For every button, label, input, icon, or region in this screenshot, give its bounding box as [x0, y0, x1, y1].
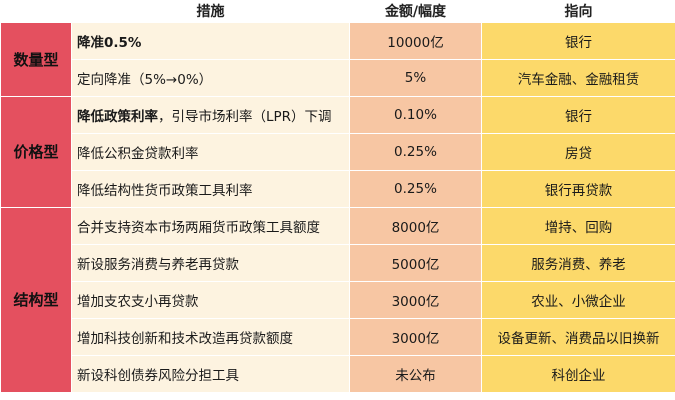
measure-cell: 降准0.5% [71, 21, 350, 60]
table-row: 增加科技创新和技术改造再贷款额度 3000亿 设备更新、消费品以旧换新 [1, 317, 675, 356]
target-cell: 设备更新、消费品以旧换新 [481, 317, 675, 356]
amount-cell: 8000亿 [349, 206, 482, 245]
amount-cell: 10000亿 [349, 21, 482, 60]
measure-cell: 降低公积金贷款利率 [71, 132, 350, 171]
category-price: 价格型 [0, 95, 72, 208]
header-row: 措施 金额/幅度 指向 [0, 0, 675, 22]
target-cell: 增持、回购 [481, 206, 675, 245]
target-cell: 房贷 [481, 132, 675, 171]
measure-cell: 合并支持资本市场两厢货币政策工具额度 [71, 206, 350, 245]
table-row: 降低结构性货币政策工具利率 0.25% 银行再贷款 [1, 169, 675, 208]
measure-rest-text: ，引导市场利率（LPR）下调 [158, 108, 332, 125]
table-row: 定向降准（5%→0%） 5% 汽车金融、金融租赁 [1, 58, 675, 97]
measure-cell: 增加支农支小再贷款 [71, 280, 350, 319]
measure-cell: 新设科创债券风险分担工具 [71, 354, 350, 393]
amount-cell: 5% [349, 58, 482, 97]
header-measure: 措施 [71, 0, 350, 22]
amount-cell: 3000亿 [349, 280, 482, 319]
header-amount: 金额/幅度 [349, 0, 482, 22]
amount-cell: 0.25% [349, 132, 482, 171]
table-row: 新设服务消费与养老再贷款 5000亿 服务消费、养老 [1, 243, 675, 282]
measure-cell: 增加科技创新和技术改造再贷款额度 [71, 317, 350, 356]
measure-cell: 定向降准（5%→0%） [71, 58, 350, 97]
target-cell: 银行 [481, 21, 675, 60]
table-row: 数量型 降准0.5% 10000亿 银行 [0, 21, 675, 97]
amount-cell: 0.10% [349, 95, 482, 134]
target-cell: 汽车金融、金融租赁 [481, 58, 675, 97]
measure-cell: 新设服务消费与养老再贷款 [71, 243, 350, 282]
target-cell: 服务消费、养老 [481, 243, 675, 282]
target-cell: 银行 [481, 95, 675, 134]
target-cell: 农业、小微企业 [481, 280, 675, 319]
amount-cell: 0.25% [349, 169, 482, 208]
measure-cell: 降低政策利率，引导市场利率（LPR）下调 [71, 95, 350, 134]
table-row: 增加支农支小再贷款 3000亿 农业、小微企业 [1, 280, 675, 319]
table-row: 结构型 合并支持资本市场两厢货币政策工具额度 8000亿 增持、回购 [0, 206, 675, 393]
header-category [0, 0, 72, 22]
amount-cell: 3000亿 [349, 317, 482, 356]
target-cell: 科创企业 [481, 354, 675, 393]
table-row: 价格型 降低政策利率，引导市场利率（LPR）下调 0.10% 银行 [0, 95, 675, 208]
table-row: 降低公积金贷款利率 0.25% 房贷 [1, 132, 675, 171]
measure-bold-text: 降低政策利率 [77, 108, 158, 125]
table-row: 新设科创债券风险分担工具 未公布 科创企业 [1, 354, 675, 393]
amount-cell: 5000亿 [349, 243, 482, 282]
category-structural: 结构型 [0, 206, 72, 393]
category-quantity: 数量型 [0, 21, 72, 97]
target-cell: 银行再贷款 [481, 169, 675, 208]
amount-cell: 未公布 [349, 354, 482, 393]
header-target: 指向 [481, 0, 675, 22]
measure-cell: 降低结构性货币政策工具利率 [71, 169, 350, 208]
